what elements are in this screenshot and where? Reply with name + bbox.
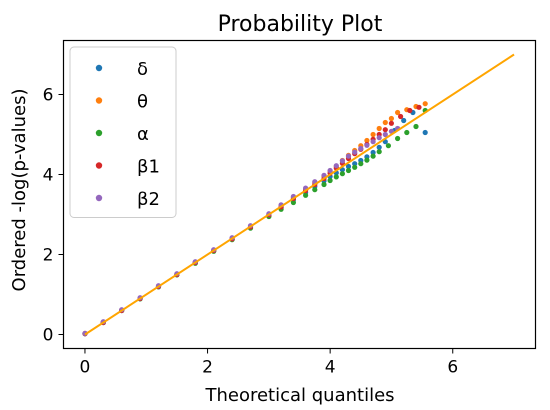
- data-point: [303, 192, 309, 198]
- data-point: [376, 149, 382, 155]
- data-point: [352, 149, 358, 155]
- legend-label: β1: [137, 157, 160, 178]
- chart-title: Probability Plot: [218, 12, 383, 37]
- data-point: [376, 125, 382, 132]
- legend: δθα β1 β2: [69, 46, 177, 218]
- data-point: [364, 137, 370, 144]
- data-point: [376, 135, 382, 141]
- y-axis-label: Ordered -log(p-values): [9, 89, 30, 292]
- data-point: [345, 153, 352, 159]
- plot-area: [82, 53, 515, 337]
- y-tick-label: 4: [43, 166, 54, 186]
- data-point: [385, 143, 391, 149]
- data-point: [321, 181, 327, 188]
- data-point: [401, 117, 407, 124]
- data-point: [370, 149, 376, 156]
- data-point: [382, 131, 388, 138]
- data-point: [404, 129, 410, 136]
- data-point: [364, 142, 370, 148]
- data-point: [388, 115, 394, 122]
- data-point: [398, 113, 404, 120]
- data-point: [312, 187, 318, 193]
- data-point: [388, 120, 394, 126]
- data-point: [376, 144, 382, 150]
- data-point: [327, 177, 333, 184]
- data-point: [333, 163, 339, 169]
- data-point: [422, 129, 428, 136]
- data-point: [333, 174, 339, 180]
- y-tick-label: 2: [43, 246, 54, 266]
- data-point: [290, 199, 296, 206]
- data-point: [345, 163, 352, 170]
- legend-marker: [95, 64, 103, 72]
- data-point: [416, 104, 422, 110]
- data-point: [352, 161, 358, 167]
- reference-line: [84, 53, 515, 336]
- y-tick-label: 6: [43, 86, 54, 106]
- data-point: [370, 131, 376, 138]
- data-point: [395, 109, 401, 116]
- x-tick-label: 4: [325, 358, 336, 378]
- data-point: [339, 171, 345, 177]
- data-point: [370, 139, 376, 145]
- legend-label: θ: [137, 92, 148, 113]
- data-point: [358, 145, 364, 152]
- x-tick-label: 2: [202, 358, 213, 378]
- legend-marker: [95, 97, 103, 104]
- x-tick-label: 6: [447, 358, 458, 378]
- y-tick-label: 0: [43, 326, 54, 346]
- legend-label: α: [137, 124, 149, 145]
- legend-marker: [95, 162, 103, 169]
- legend-label: δ: [137, 59, 148, 80]
- data-point: [364, 157, 370, 163]
- axes: 0 2 4 6 0 2 4 6: [43, 86, 458, 378]
- legend-box: [69, 46, 177, 218]
- data-point: [358, 161, 364, 167]
- data-point: [345, 167, 352, 174]
- x-axis-label: Theoretical quantiles: [204, 385, 394, 406]
- legend-label: β2: [137, 189, 160, 210]
- data-point: [395, 135, 401, 142]
- plot-frame: [62, 39, 537, 350]
- x-tick-label: 0: [80, 358, 91, 378]
- legend-marker: [95, 129, 103, 137]
- data-point: [327, 167, 333, 174]
- data-point: [382, 119, 388, 126]
- data-point: [382, 127, 388, 133]
- data-point: [352, 164, 358, 170]
- data-point: [407, 107, 413, 114]
- data-point: [339, 158, 345, 164]
- data-point: [422, 101, 428, 107]
- data-point: [370, 153, 376, 159]
- legend-marker: [95, 194, 103, 202]
- data-point: [413, 123, 419, 130]
